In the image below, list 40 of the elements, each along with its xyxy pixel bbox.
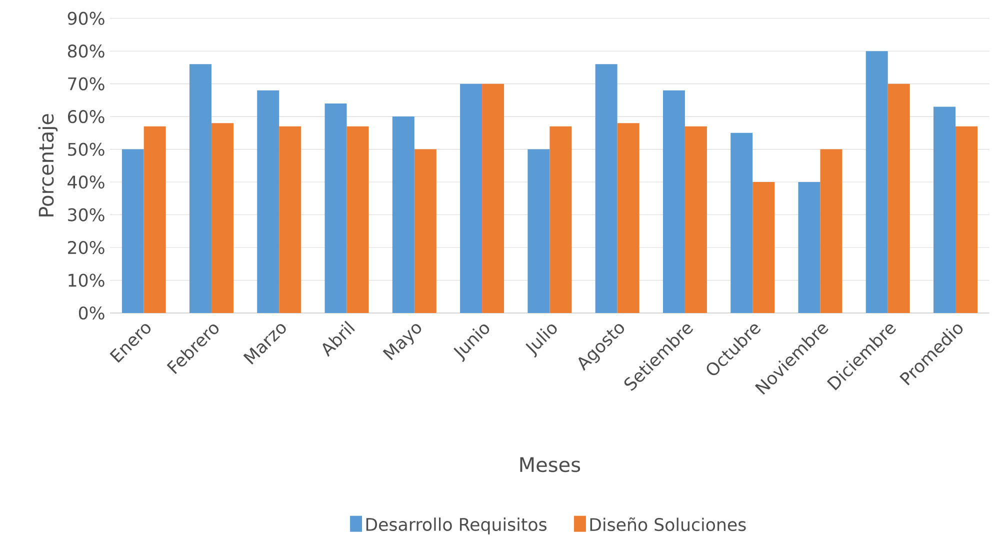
y-tick-label: 20% <box>68 240 104 254</box>
bar <box>820 149 842 313</box>
bar <box>122 149 144 313</box>
bar <box>482 84 504 313</box>
bar <box>866 51 888 313</box>
bar <box>617 123 640 313</box>
legend-label: Diseño Soluciones <box>590 517 746 532</box>
bar <box>730 132 753 313</box>
bar <box>189 64 212 313</box>
y-tick-label: 80% <box>68 44 104 58</box>
bar <box>595 64 618 313</box>
bar <box>257 90 280 313</box>
bar <box>934 106 956 313</box>
bar <box>956 126 978 313</box>
bar <box>144 126 166 313</box>
bar <box>324 103 347 313</box>
y-tick-label: 50% <box>68 142 104 156</box>
y-tick-label: 90% <box>68 12 104 25</box>
bar <box>211 123 234 313</box>
bar <box>684 126 707 313</box>
y-tick-label: 40% <box>68 175 104 189</box>
bar <box>414 149 436 313</box>
y-tick-label: 60% <box>68 110 104 124</box>
bar <box>528 149 550 313</box>
bar <box>662 90 685 313</box>
y-tick-label: 30% <box>68 208 104 222</box>
bar <box>279 126 302 313</box>
bar <box>346 126 369 313</box>
bar <box>460 84 482 313</box>
y-tick-label: 10% <box>68 274 104 287</box>
bar <box>888 84 910 313</box>
y-axis-title: Porcentaje <box>38 114 58 216</box>
bar <box>798 182 820 313</box>
legend-label: Desarrollo Requisitos <box>366 518 546 534</box>
bar <box>752 182 775 313</box>
y-tick-label: 70% <box>68 77 104 90</box>
y-tick-label: 0% <box>78 306 104 320</box>
x-axis-title: Meses <box>520 457 580 472</box>
bar <box>550 126 572 313</box>
bar <box>392 116 414 313</box>
